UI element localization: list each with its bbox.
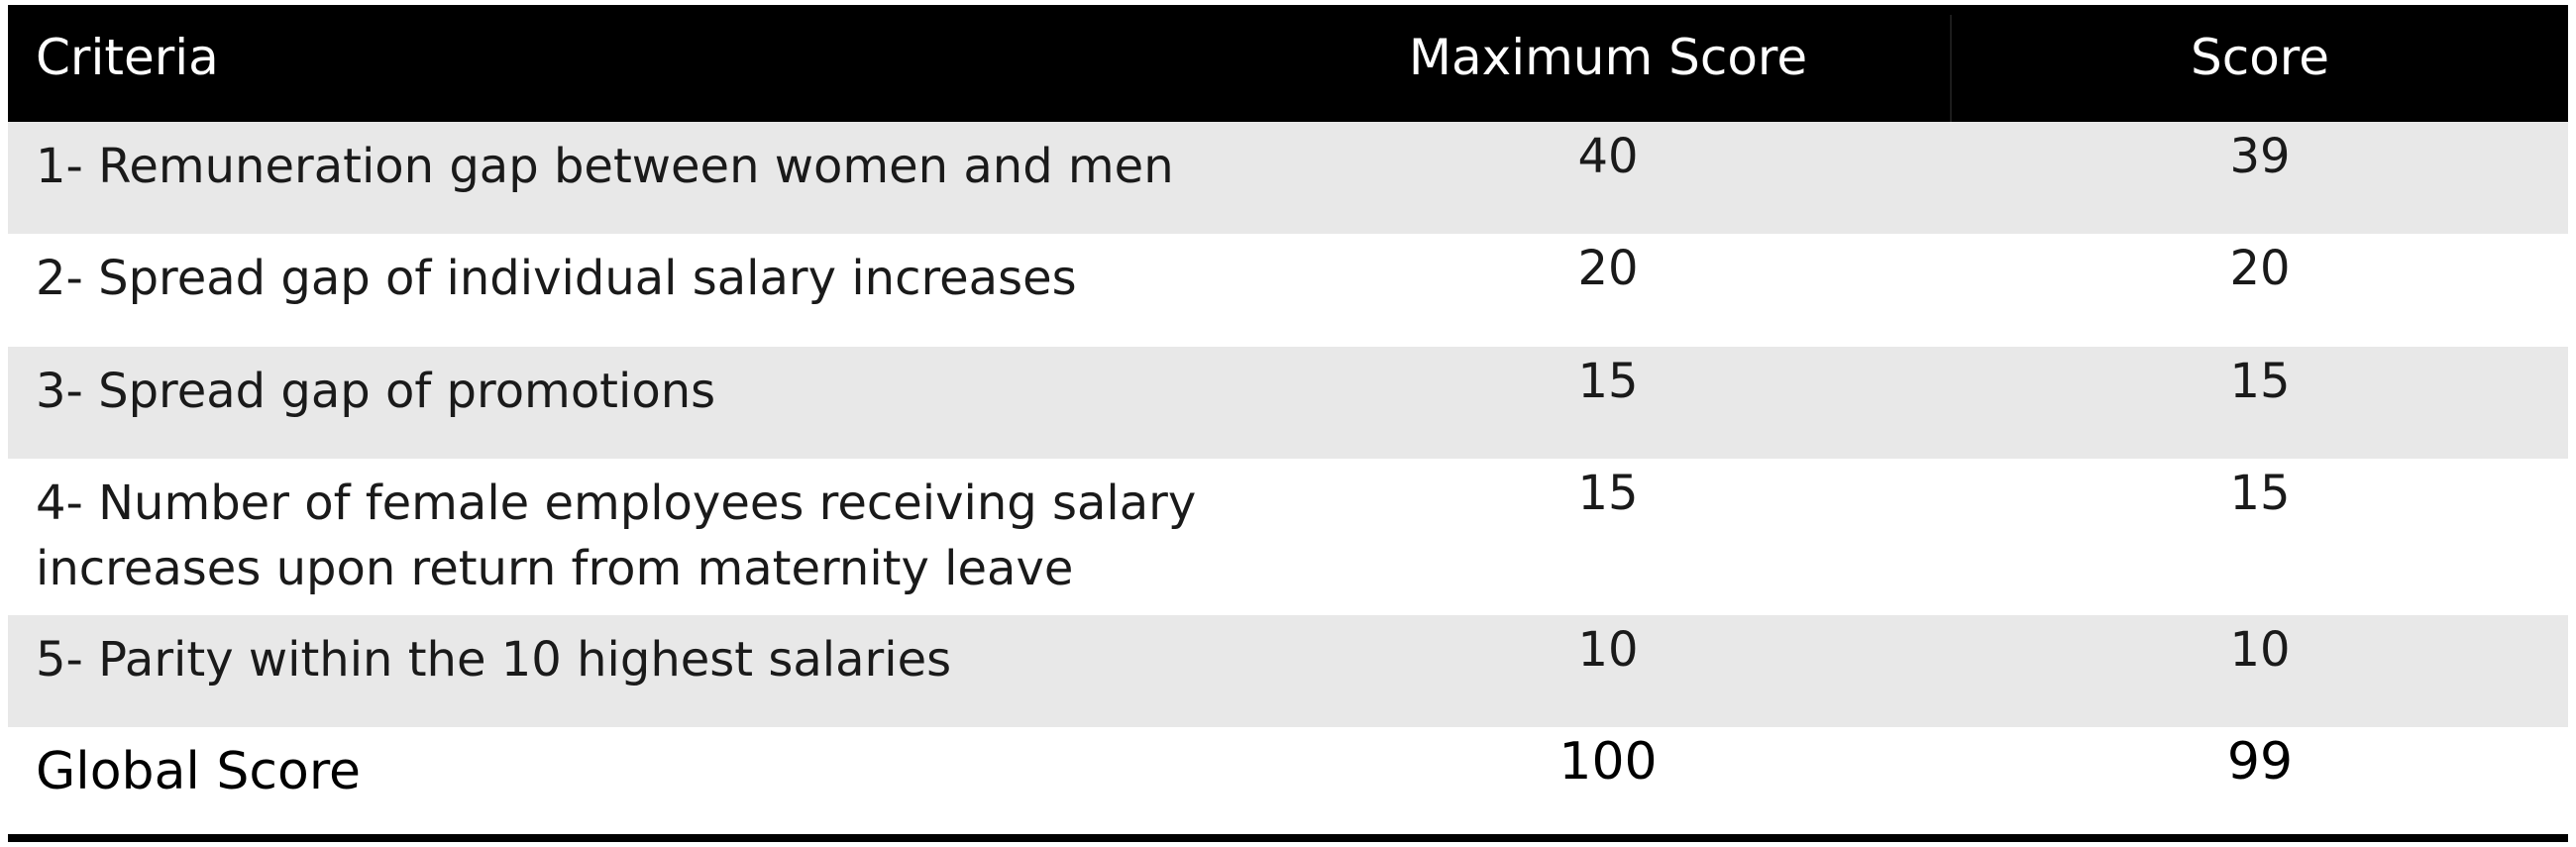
row-maximum-score: 20 <box>1577 241 1639 296</box>
table-header: Criteria Maximum Score Score <box>8 5 2568 122</box>
table-row: 1- Remuneration gap between women and me… <box>8 122 2568 234</box>
table-row: 4- Number of female employees receiving … <box>8 459 2568 615</box>
row-score: 10 <box>2229 622 2291 678</box>
row-criteria: 5- Parity within the 10 highest salaries <box>36 632 952 688</box>
total-score: 99 <box>2226 732 2294 792</box>
row-score: 15 <box>2229 354 2291 409</box>
row-maximum-score: 10 <box>1577 622 1639 678</box>
row-criteria: 2- Spread gap of individual salary incre… <box>36 251 1077 306</box>
row-score: 20 <box>2229 241 2291 296</box>
row-maximum-score: 40 <box>1577 129 1639 184</box>
total-criteria: Global Score <box>36 742 362 801</box>
table-row: 3- Spread gap of promotions 15 15 <box>8 347 2568 459</box>
total-row: Global Score 100 99 <box>8 727 2568 836</box>
row-maximum-score: 15 <box>1577 466 1639 521</box>
score-table: Criteria Maximum Score Score 1- Remunera… <box>8 5 2568 836</box>
header-score: Score <box>2190 29 2330 86</box>
header-divider <box>1950 15 1952 122</box>
row-maximum-score: 15 <box>1577 354 1639 409</box>
bottom-rule <box>8 834 2568 842</box>
header-criteria: Criteria <box>36 29 219 86</box>
total-maximum-score: 100 <box>1558 732 1658 792</box>
row-score: 15 <box>2229 466 2291 521</box>
row-criteria: 4- Number of female employees receiving … <box>36 459 1264 601</box>
row-criteria-line-1: 4- Number of female employees receiving … <box>36 476 1197 531</box>
row-criteria: 1- Remuneration gap between women and me… <box>36 139 1174 194</box>
row-criteria: 3- Spread gap of promotions <box>36 364 716 419</box>
table-row: 2- Spread gap of individual salary incre… <box>8 234 2568 347</box>
header-maximum-score: Maximum Score <box>1408 29 1808 86</box>
row-criteria-line-2: increases upon return from maternity lea… <box>36 541 1074 596</box>
row-score: 39 <box>2229 129 2291 184</box>
table-row: 5- Parity within the 10 highest salaries… <box>8 615 2568 727</box>
